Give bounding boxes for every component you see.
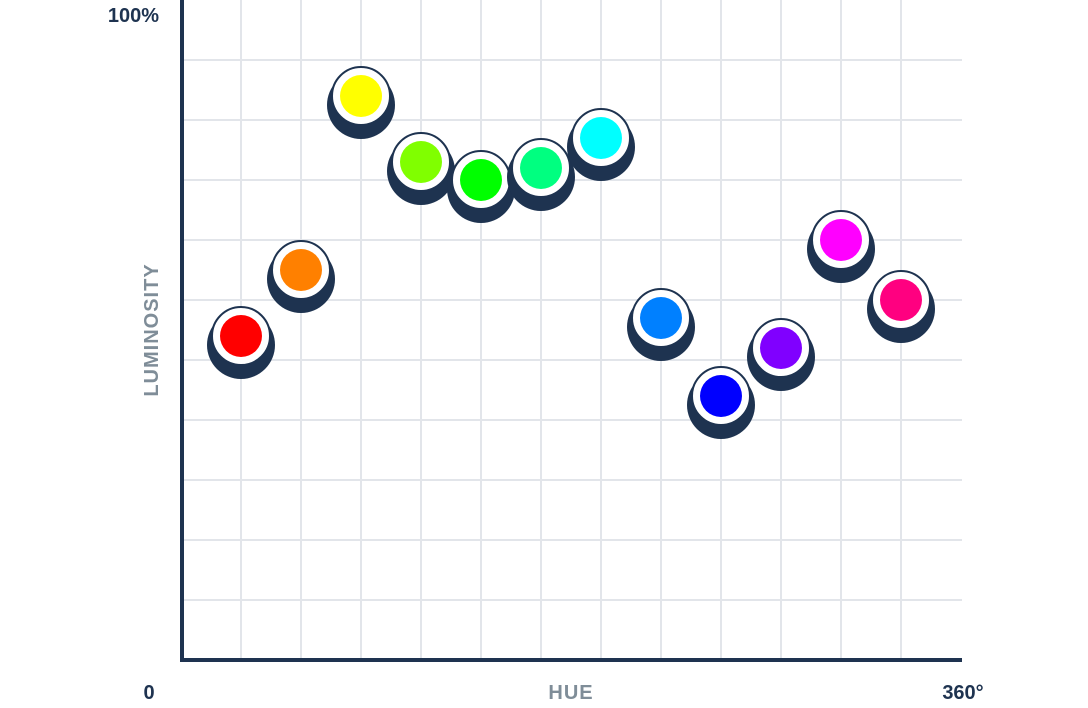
point-color	[760, 327, 802, 369]
point-color	[820, 219, 862, 261]
data-point	[387, 132, 455, 205]
x-axis-label: HUE	[548, 682, 593, 704]
data-point	[567, 108, 635, 181]
point-color	[220, 315, 262, 357]
point-color	[340, 75, 382, 117]
data-point	[207, 306, 275, 379]
point-color	[280, 249, 322, 291]
data-point	[687, 366, 755, 439]
data-point	[267, 240, 335, 313]
x-min-label: 0	[143, 682, 154, 704]
data-point	[807, 210, 875, 283]
y-max-label: 100%	[108, 5, 159, 27]
data-point	[747, 318, 815, 391]
point-color	[460, 159, 502, 201]
point-color	[700, 375, 742, 417]
data-point	[447, 150, 515, 223]
point-color	[580, 117, 622, 159]
point-color	[520, 147, 562, 189]
data-point	[627, 288, 695, 361]
data-points	[207, 66, 935, 439]
y-axis-label: LUMINOSITY	[141, 263, 163, 396]
data-point	[867, 270, 935, 343]
point-color	[880, 279, 922, 321]
point-color	[400, 141, 442, 183]
data-point	[327, 66, 395, 139]
grid	[182, 0, 962, 660]
data-point	[507, 138, 575, 211]
point-color	[640, 297, 682, 339]
x-max-label: 360°	[942, 682, 983, 704]
